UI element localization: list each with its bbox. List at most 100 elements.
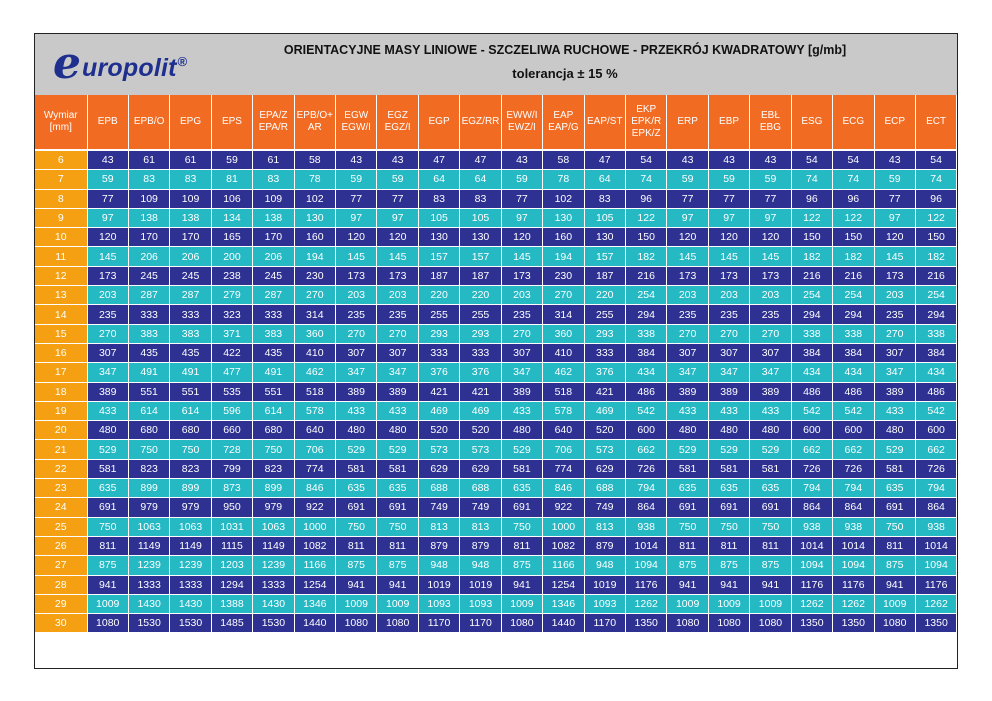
mass-cell: 1333 bbox=[128, 575, 171, 595]
mass-cell: 691 bbox=[501, 497, 544, 518]
mass-cell: 347 bbox=[501, 362, 544, 383]
mass-cell: 1350 bbox=[915, 613, 958, 634]
mass-cell: 688 bbox=[584, 478, 626, 499]
mass-cell: 1000 bbox=[294, 517, 337, 537]
table-row: 6 43 61 61 59 61 58 43 43 47 47 43 58 47 54 43 43 43 54 54 4… bbox=[35, 150, 958, 171]
mass-cell: 1346 bbox=[542, 594, 585, 615]
dimension-cell: 28 bbox=[35, 575, 88, 595]
mass-cell: 96 bbox=[625, 189, 668, 209]
mass-cell: 145 bbox=[376, 246, 419, 267]
mass-cell: 750 bbox=[501, 517, 544, 537]
mass-cell: 749 bbox=[584, 497, 626, 518]
mass-cell: 979 bbox=[128, 497, 171, 518]
table-row: 10 120 170 170 165 170 160 120 120 130 130 120 160 13… bbox=[35, 227, 958, 248]
mass-cell: 542 bbox=[915, 401, 958, 422]
dimension-cell: 20 bbox=[35, 420, 88, 441]
mass-cell: 1430 bbox=[128, 594, 171, 615]
column-header-row: Wymiar [mm] EPB EPB/O EPG EPS EPA/Z EPA/R EPB/O+… bbox=[35, 95, 958, 151]
mass-cell: 811 bbox=[335, 536, 378, 557]
mass-cell: 389 bbox=[335, 382, 378, 402]
mass-cell: 1350 bbox=[625, 613, 668, 634]
dimension-cell: 14 bbox=[35, 304, 88, 325]
mass-cell: 130 bbox=[542, 208, 585, 229]
dimension-cell: 13 bbox=[35, 285, 88, 306]
mass-cell: 254 bbox=[625, 285, 668, 306]
table-row: 20 480 680 680 660 680 640 480 480 520 520 480 640 52… bbox=[35, 420, 958, 441]
logo-word: uropolit bbox=[82, 53, 177, 82]
mass-cell: 109 bbox=[169, 189, 212, 209]
mass-cell: 200 bbox=[211, 246, 254, 267]
mass-cell: 203 bbox=[335, 285, 378, 306]
mass-cell: 61 bbox=[252, 150, 295, 171]
mass-cell: 1530 bbox=[128, 613, 171, 634]
mass-cell: 846 bbox=[294, 478, 337, 499]
table-row: 25 750 1063 1063 1031 1063 1000 750 750 813 813 750… bbox=[35, 517, 958, 537]
mass-cell: 1530 bbox=[252, 613, 295, 634]
mass-cell: 145 bbox=[501, 246, 544, 267]
mass-cell: 43 bbox=[501, 150, 544, 171]
mass-cell: 899 bbox=[169, 478, 212, 499]
mass-cell: 170 bbox=[169, 227, 212, 248]
mass-cell: 130 bbox=[418, 227, 461, 248]
mass-cell: 194 bbox=[542, 246, 585, 267]
mass-cell: 170 bbox=[128, 227, 171, 248]
mass-cell: 293 bbox=[584, 324, 626, 344]
mass-cell: 1430 bbox=[169, 594, 212, 615]
mass-cell: 941 bbox=[87, 575, 129, 595]
mass-cell: 948 bbox=[418, 555, 461, 576]
mass-cell: 662 bbox=[791, 439, 834, 460]
mass-cell: 254 bbox=[791, 285, 834, 306]
mass-cell: 1440 bbox=[294, 613, 337, 634]
mass-cell: 122 bbox=[791, 208, 834, 229]
tolerance-subtitle: tolerancja ± 15 % bbox=[512, 66, 618, 81]
mass-cell: 230 bbox=[294, 266, 337, 287]
mass-cell: 433 bbox=[708, 401, 751, 422]
mass-cell: 138 bbox=[169, 208, 212, 229]
mass-cell: 600 bbox=[832, 420, 875, 441]
mass-cell: 520 bbox=[584, 420, 626, 441]
table-row: 12 173 245 245 238 245 230 173 173 187 187 173 230 18… bbox=[35, 266, 958, 287]
mass-cell: 551 bbox=[169, 382, 212, 402]
mass-cell: 875 bbox=[501, 555, 544, 576]
mass-cell: 1080 bbox=[87, 613, 129, 634]
mass-cell: 879 bbox=[418, 536, 461, 557]
table-row: 18 389 551 551 535 551 518 389 389 421 421 389 518 42… bbox=[35, 382, 958, 402]
mass-cell: 1014 bbox=[915, 536, 958, 557]
mass-cell: 600 bbox=[625, 420, 668, 441]
dimension-cell: 21 bbox=[35, 439, 88, 460]
mass-cell: 270 bbox=[294, 285, 337, 306]
mass-cell: 706 bbox=[542, 439, 585, 460]
mass-cell: 157 bbox=[584, 246, 626, 267]
mass-cell: 680 bbox=[169, 420, 212, 441]
dimension-cell: 12 bbox=[35, 266, 88, 287]
mass-cell: 338 bbox=[625, 324, 668, 344]
mass-cell: 486 bbox=[832, 382, 875, 402]
mass-cell: 194 bbox=[294, 246, 337, 267]
mass-cell: 307 bbox=[87, 343, 129, 364]
mass-cell: 376 bbox=[459, 362, 502, 383]
mass-cell: 1009 bbox=[666, 594, 709, 615]
mass-cell: 922 bbox=[542, 497, 585, 518]
mass-cell: 145 bbox=[335, 246, 378, 267]
mass-cell: 203 bbox=[501, 285, 544, 306]
mass-cell: 59 bbox=[874, 169, 916, 190]
mass-cell: 1485 bbox=[211, 613, 254, 634]
mass-cell: 102 bbox=[542, 189, 585, 209]
mass-cell: 270 bbox=[376, 324, 419, 344]
mass-cell: 899 bbox=[252, 478, 295, 499]
mass-cell: 1009 bbox=[749, 594, 792, 615]
mass-cell: 83 bbox=[418, 189, 461, 209]
mass-cell: 1350 bbox=[791, 613, 834, 634]
mass-cell: 1166 bbox=[294, 555, 337, 576]
mass-cell: 1149 bbox=[252, 536, 295, 557]
mass-cell: 105 bbox=[584, 208, 626, 229]
mass-cell: 581 bbox=[501, 459, 544, 480]
mass-cell: 182 bbox=[832, 246, 875, 267]
mass-cell: 542 bbox=[625, 401, 668, 422]
mass-cell: 83 bbox=[252, 169, 295, 190]
mass-cell: 938 bbox=[625, 517, 668, 537]
mass-cell: 950 bbox=[211, 497, 254, 518]
mass-cell: 173 bbox=[335, 266, 378, 287]
mass-cell: 77 bbox=[501, 189, 544, 209]
mass-cell: 529 bbox=[708, 439, 751, 460]
